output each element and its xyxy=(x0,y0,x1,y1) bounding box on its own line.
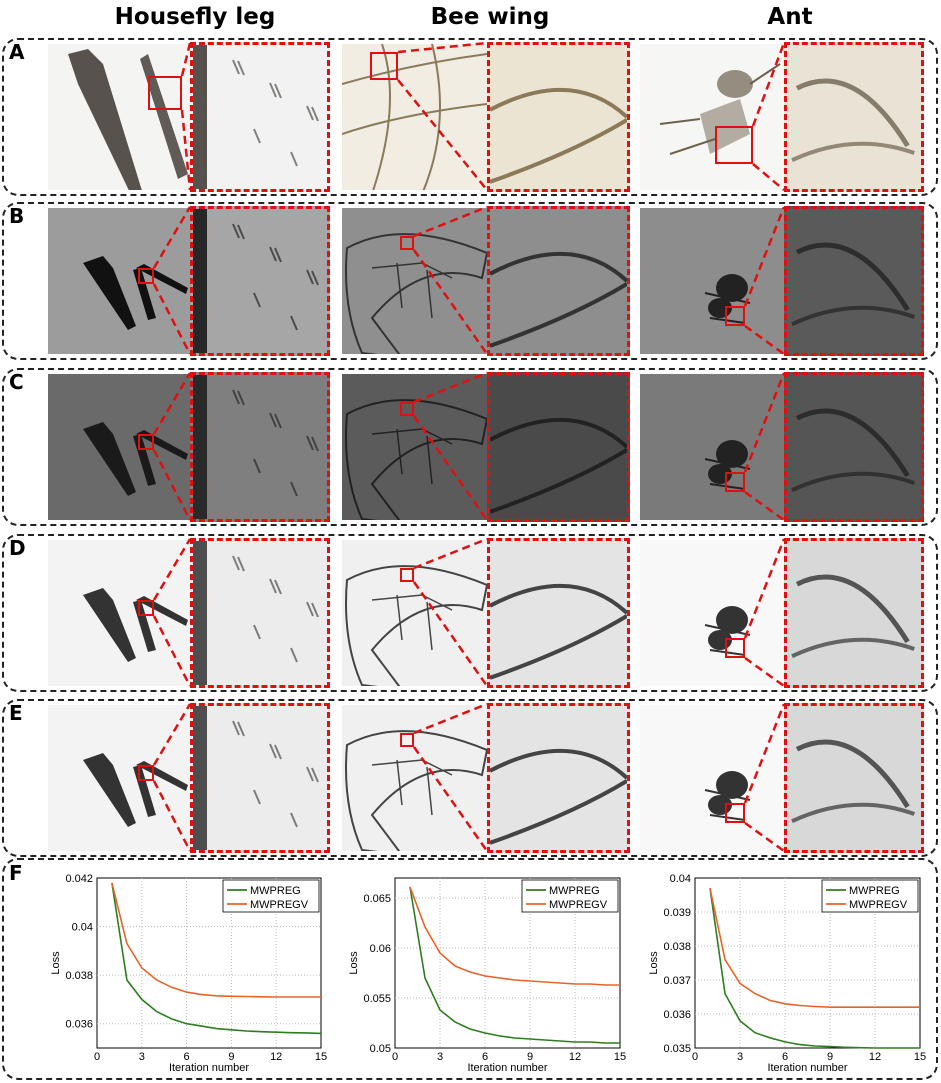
row-box-c xyxy=(2,368,938,526)
zoom-inset xyxy=(190,703,330,853)
row-box-d xyxy=(2,534,938,692)
specimen-image xyxy=(342,540,487,686)
roi-box xyxy=(148,76,182,110)
zoom-inset xyxy=(190,42,330,192)
row-box-f xyxy=(2,858,938,1080)
column-header-ant: Ant xyxy=(767,4,813,30)
specimen-image xyxy=(342,44,487,190)
row-label-c: C xyxy=(9,370,24,394)
row-label-b: B xyxy=(9,204,25,228)
zoom-inset xyxy=(190,372,330,522)
specimen-image xyxy=(48,705,190,851)
roi-box xyxy=(138,268,154,284)
specimen-image xyxy=(48,208,190,354)
specimen-image xyxy=(640,208,784,354)
roi-box xyxy=(725,472,745,492)
zoom-inset xyxy=(487,372,630,522)
specimen-image xyxy=(342,705,487,851)
row-label-d: D xyxy=(9,536,26,560)
zoom-inset xyxy=(487,538,630,688)
zoom-inset xyxy=(784,206,924,356)
specimen-image xyxy=(342,374,487,520)
specimen-image xyxy=(48,374,190,520)
zoom-inset xyxy=(487,42,630,192)
zoom-inset xyxy=(487,206,630,356)
column-header-housefly-leg: Housefly leg xyxy=(114,4,276,30)
zoom-inset xyxy=(190,538,330,688)
specimen-image xyxy=(640,44,784,190)
row-label-f: F xyxy=(9,861,23,885)
zoom-inset xyxy=(784,703,924,853)
row-box-e xyxy=(2,699,938,857)
roi-box xyxy=(400,568,414,582)
roi-box xyxy=(400,733,414,747)
specimen-image xyxy=(640,540,784,686)
roi-box xyxy=(725,638,745,658)
zoom-inset xyxy=(784,538,924,688)
column-header-bee-wing: Bee wing xyxy=(430,4,550,30)
specimen-image xyxy=(640,374,784,520)
roi-box xyxy=(725,803,745,823)
roi-box xyxy=(138,765,154,781)
row-label-e: E xyxy=(9,701,23,725)
zoom-inset xyxy=(487,703,630,853)
specimen-image xyxy=(640,705,784,851)
roi-box xyxy=(370,52,398,80)
roi-box xyxy=(400,402,414,416)
roi-box xyxy=(138,434,154,450)
specimen-image xyxy=(342,208,487,354)
row-label-a: A xyxy=(9,40,25,64)
roi-box xyxy=(400,236,414,250)
specimen-image xyxy=(48,44,190,190)
row-box-b xyxy=(2,202,938,360)
specimen-image xyxy=(48,540,190,686)
roi-box xyxy=(715,126,753,164)
zoom-inset xyxy=(190,206,330,356)
roi-box xyxy=(725,306,745,326)
zoom-inset xyxy=(784,42,924,192)
zoom-inset xyxy=(784,372,924,522)
row-box-a xyxy=(2,38,938,196)
roi-box xyxy=(138,600,154,616)
